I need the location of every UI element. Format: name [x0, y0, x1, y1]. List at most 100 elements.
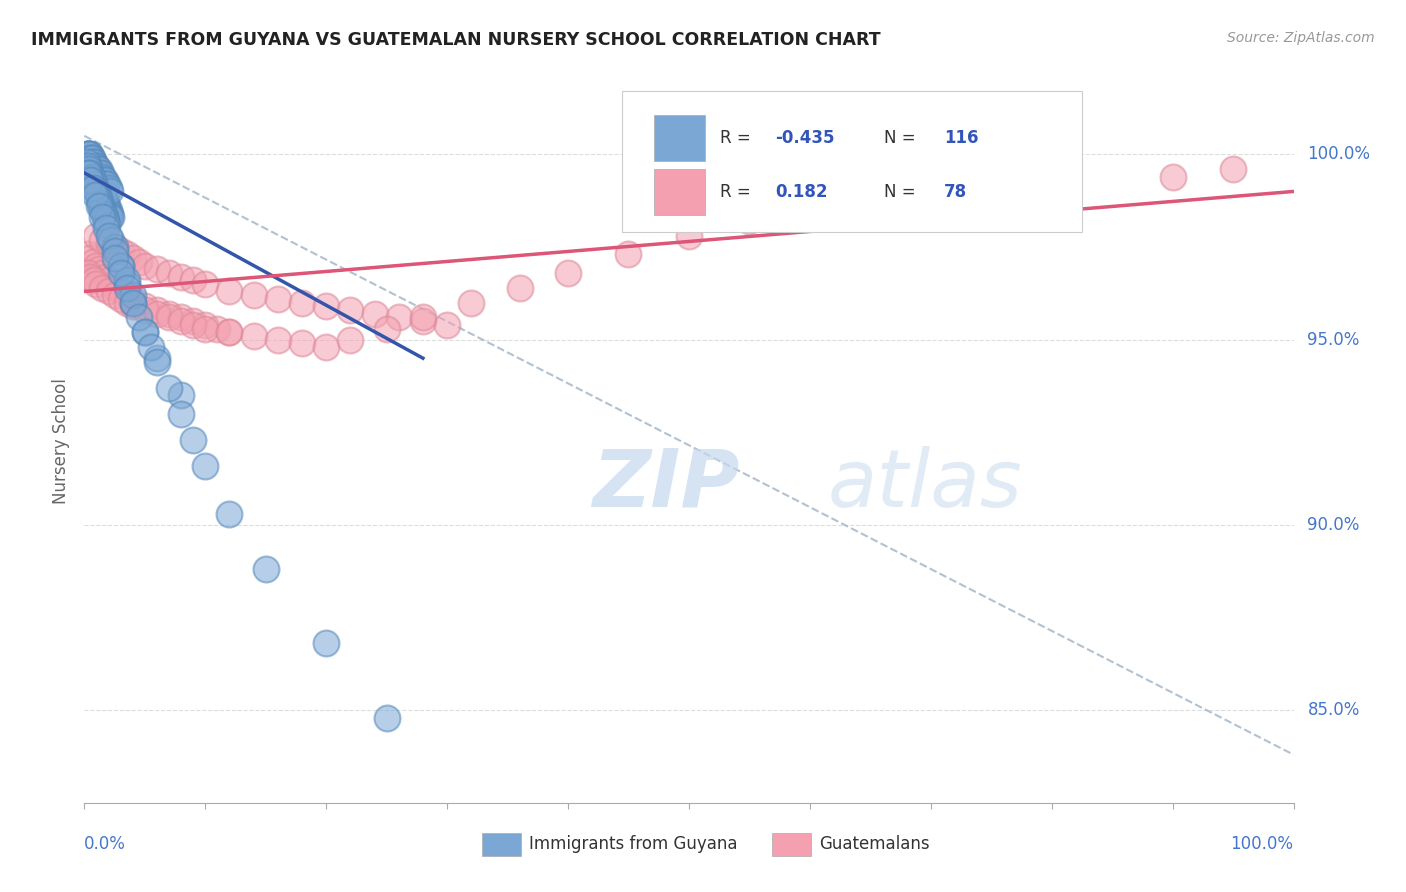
- Point: [181, 318, 204, 332]
- Point: [291, 295, 314, 310]
- Text: 85.0%: 85.0%: [1308, 701, 1360, 719]
- Point: [339, 333, 361, 347]
- Point: [86, 185, 108, 199]
- Point: [181, 433, 204, 447]
- Point: [170, 314, 193, 328]
- Point: [93, 192, 115, 206]
- Point: [94, 269, 117, 284]
- FancyBboxPatch shape: [654, 169, 704, 215]
- Point: [121, 295, 143, 310]
- Point: [1161, 169, 1184, 184]
- Text: N =: N =: [883, 183, 921, 202]
- Point: [80, 151, 103, 165]
- Point: [90, 185, 112, 199]
- Point: [115, 273, 138, 287]
- Point: [91, 185, 114, 199]
- Point: [98, 211, 121, 225]
- Point: [77, 162, 100, 177]
- Point: [375, 710, 398, 724]
- Point: [96, 199, 118, 213]
- Point: [315, 340, 337, 354]
- FancyBboxPatch shape: [654, 115, 704, 161]
- Point: [134, 325, 156, 339]
- Point: [86, 166, 108, 180]
- Point: [83, 159, 105, 173]
- Point: [146, 307, 169, 321]
- Point: [86, 259, 108, 273]
- Point: [87, 262, 110, 277]
- Text: R =: R =: [720, 129, 756, 147]
- Point: [77, 166, 100, 180]
- Point: [87, 162, 110, 177]
- Point: [218, 325, 240, 339]
- Point: [91, 281, 114, 295]
- Point: [104, 240, 127, 254]
- Point: [115, 281, 138, 295]
- Point: [77, 247, 100, 261]
- Point: [315, 299, 337, 313]
- Point: [89, 195, 111, 210]
- Point: [194, 321, 217, 335]
- Point: [436, 318, 458, 332]
- Point: [242, 288, 264, 302]
- Text: Immigrants from Guyana: Immigrants from Guyana: [529, 835, 738, 853]
- Point: [128, 255, 150, 269]
- Point: [86, 188, 108, 202]
- Point: [84, 166, 107, 180]
- Point: [315, 636, 337, 650]
- Point: [412, 310, 434, 325]
- Text: IMMIGRANTS FROM GUYANA VS GUATEMALAN NURSERY SCHOOL CORRELATION CHART: IMMIGRANTS FROM GUYANA VS GUATEMALAN NUR…: [31, 31, 880, 49]
- Point: [121, 299, 143, 313]
- Point: [86, 228, 108, 243]
- Text: 100.0%: 100.0%: [1230, 835, 1294, 854]
- Point: [82, 154, 104, 169]
- Point: [859, 192, 882, 206]
- Point: [207, 321, 229, 335]
- Point: [121, 292, 143, 306]
- Y-axis label: Nursery School: Nursery School: [52, 378, 70, 505]
- Point: [115, 288, 138, 302]
- Point: [89, 177, 111, 191]
- Point: [83, 177, 105, 191]
- Point: [218, 285, 240, 299]
- FancyBboxPatch shape: [623, 91, 1083, 232]
- Point: [110, 244, 132, 258]
- Point: [79, 147, 101, 161]
- Point: [77, 147, 100, 161]
- Point: [79, 151, 101, 165]
- Point: [617, 247, 640, 261]
- Point: [146, 351, 169, 366]
- Point: [93, 188, 115, 202]
- Point: [94, 195, 117, 210]
- Text: 90.0%: 90.0%: [1308, 516, 1360, 534]
- Point: [77, 147, 100, 161]
- Point: [79, 269, 101, 284]
- Point: [194, 458, 217, 473]
- Point: [91, 233, 114, 247]
- Text: -0.435: -0.435: [775, 129, 834, 147]
- Point: [104, 281, 127, 295]
- Point: [134, 303, 156, 318]
- Point: [86, 173, 108, 187]
- Point: [90, 166, 112, 180]
- Point: [77, 154, 100, 169]
- Point: [86, 277, 108, 291]
- Point: [91, 211, 114, 225]
- Point: [170, 407, 193, 421]
- Point: [82, 154, 104, 169]
- Point: [363, 307, 385, 321]
- Point: [110, 266, 132, 280]
- Point: [139, 340, 162, 354]
- Point: [77, 147, 100, 161]
- Point: [94, 195, 117, 210]
- Point: [134, 299, 156, 313]
- Point: [84, 162, 107, 177]
- Point: [412, 314, 434, 328]
- Point: [80, 151, 103, 165]
- Point: [100, 233, 122, 247]
- Point: [100, 211, 122, 225]
- Point: [87, 177, 110, 191]
- Point: [267, 333, 290, 347]
- Point: [121, 251, 143, 265]
- Point: [94, 177, 117, 191]
